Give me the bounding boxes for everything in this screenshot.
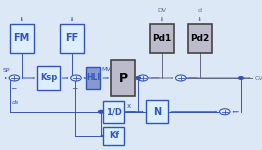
Bar	[111, 60, 135, 96]
Bar	[146, 100, 168, 123]
Text: 1/D: 1/D	[106, 107, 122, 116]
Text: FF: FF	[66, 33, 79, 43]
Bar	[103, 127, 124, 145]
Bar	[10, 24, 34, 53]
Circle shape	[176, 75, 186, 81]
Text: N: N	[153, 107, 161, 117]
Bar	[86, 67, 100, 89]
Text: CV: CV	[254, 75, 262, 81]
Bar	[60, 24, 84, 53]
Circle shape	[71, 75, 81, 81]
Text: x: x	[127, 103, 131, 109]
Text: DV: DV	[157, 8, 166, 13]
Bar	[150, 24, 174, 53]
Text: ds: ds	[12, 99, 19, 105]
Bar	[37, 66, 59, 90]
Text: MV: MV	[102, 67, 111, 72]
Text: Ksp: Ksp	[40, 74, 57, 82]
Circle shape	[9, 75, 20, 81]
Circle shape	[239, 77, 243, 79]
Bar	[103, 100, 124, 123]
Circle shape	[138, 75, 148, 81]
Circle shape	[136, 77, 140, 79]
Text: −: −	[72, 84, 78, 93]
Text: FM: FM	[14, 33, 30, 43]
Text: P: P	[119, 72, 128, 84]
Circle shape	[99, 110, 103, 113]
Text: −: −	[10, 84, 16, 93]
Bar	[188, 24, 212, 53]
Text: d: d	[198, 8, 202, 13]
Text: SP: SP	[3, 68, 10, 73]
Text: Pd1: Pd1	[152, 34, 172, 43]
Text: HLI: HLI	[86, 74, 100, 82]
Circle shape	[220, 109, 230, 115]
Text: Pd2: Pd2	[190, 34, 209, 43]
Text: Kf: Kf	[109, 131, 119, 140]
